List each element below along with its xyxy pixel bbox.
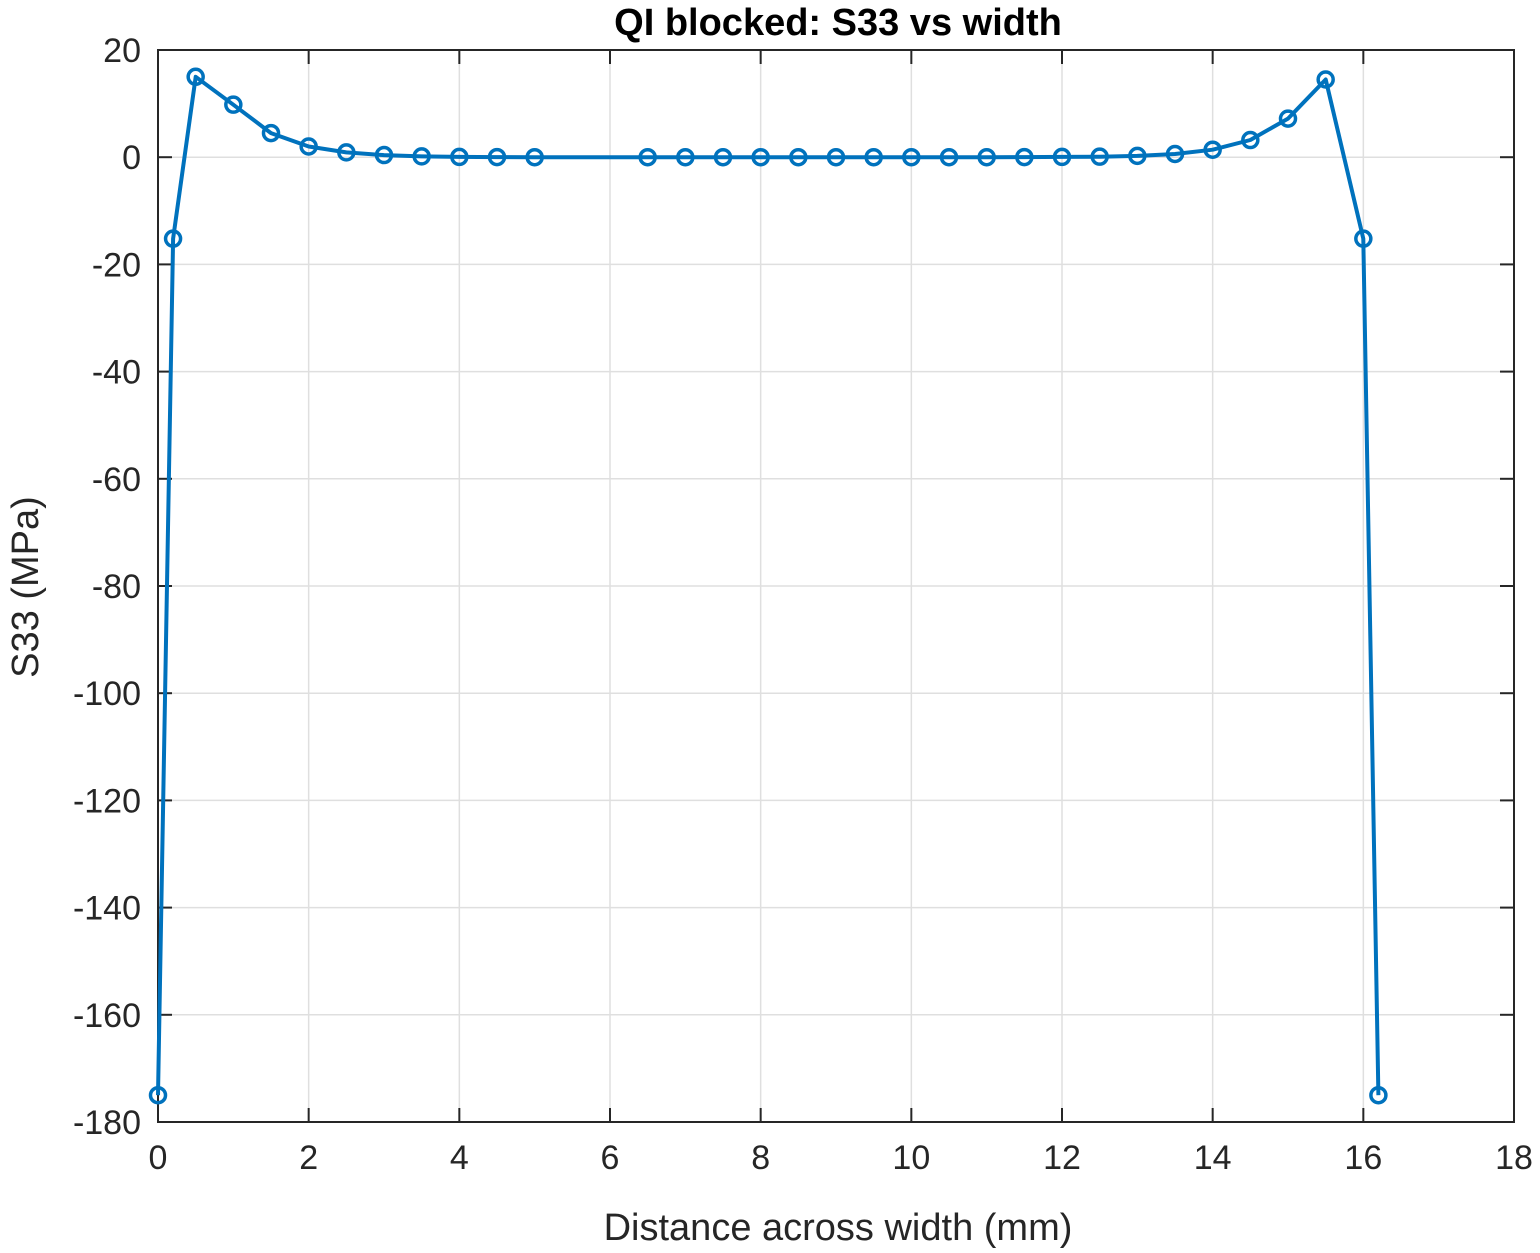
axis-ticks: 0 2 4 6 8 10 12 14 16 18 20 0 -20 -40 -60 -80 -100 -120 -1… [73, 32, 1533, 1177]
chart-title: QI blocked: S33 vs width [614, 2, 1062, 44]
data-point [487, 147, 507, 167]
x-tick-label: 0 [149, 1139, 168, 1177]
y-tick-label: -20 [92, 246, 141, 284]
data-point [939, 147, 959, 167]
data-point [374, 145, 394, 165]
data-point [299, 137, 318, 156]
y-tick-label: 0 [122, 139, 141, 177]
data-point [789, 147, 808, 167]
grid-lines [157, 49, 1515, 1123]
y-tick-label: -80 [92, 568, 141, 606]
y-axis-label: S33 (MPa) [5, 496, 47, 678]
data-point [525, 147, 544, 167]
series-line [156, 74, 1381, 1096]
x-tick-label: 8 [751, 1139, 770, 1177]
data-point [713, 147, 733, 167]
x-tick-label: 18 [1495, 1139, 1533, 1177]
data-point [148, 1085, 168, 1105]
y-tick-label: 20 [103, 32, 141, 70]
y-tick-label: -100 [73, 675, 141, 713]
y-tick-label: -140 [73, 890, 141, 928]
data-point [1354, 229, 1373, 248]
data-series [148, 67, 1388, 1105]
data-point [977, 147, 996, 167]
data-point [261, 123, 281, 143]
data-point [163, 229, 183, 248]
y-tick-label: -160 [73, 997, 141, 1035]
data-point [676, 147, 695, 167]
data-point [864, 147, 883, 167]
y-tick-label: -60 [92, 461, 141, 499]
data-point [1316, 70, 1335, 89]
data-point [1052, 147, 1072, 167]
data-point [1278, 109, 1298, 128]
data-point [1015, 147, 1034, 167]
data-point [902, 147, 921, 167]
data-point [1128, 146, 1147, 166]
y-tick-label: -40 [92, 354, 141, 392]
x-tick-label: 4 [450, 1139, 469, 1177]
data-point [826, 147, 846, 167]
x-tick-label: 10 [892, 1139, 930, 1177]
y-tick-label: -180 [73, 1104, 141, 1142]
data-point [638, 147, 657, 167]
data-point [1241, 130, 1260, 150]
x-tick-label: 6 [601, 1139, 620, 1177]
y-tick-label: -120 [73, 782, 141, 820]
data-point [1369, 1085, 1388, 1105]
x-tick-label: 16 [1344, 1139, 1382, 1177]
data-point [412, 147, 431, 166]
x-axis-label: Distance across width (mm) [604, 1207, 1073, 1249]
data-point [186, 67, 205, 87]
data-point [1165, 144, 1185, 164]
data-point [1203, 140, 1222, 159]
data-point [224, 95, 243, 114]
data-point [1090, 147, 1109, 166]
x-tick-label: 2 [299, 1139, 318, 1177]
data-point [337, 143, 356, 162]
data-point [751, 147, 770, 167]
x-tick-label: 12 [1043, 1139, 1081, 1177]
data-point [450, 147, 469, 167]
x-tick-label: 14 [1194, 1139, 1232, 1177]
